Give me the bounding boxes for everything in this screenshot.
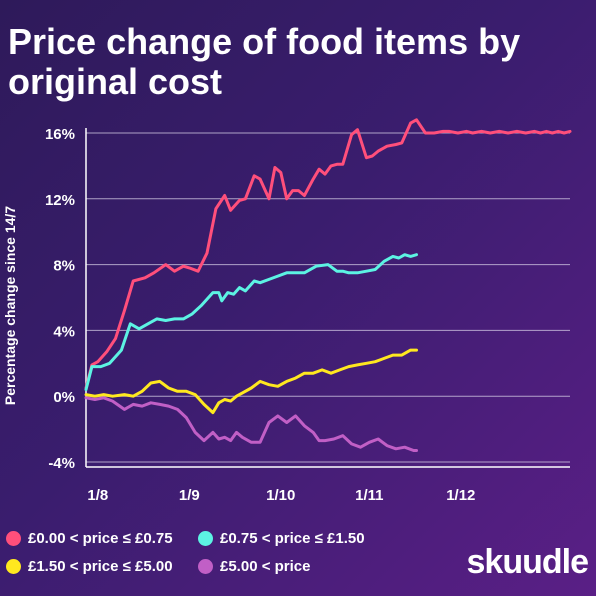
y-axis-label: Percentage change since 14/7 xyxy=(2,206,18,405)
legend-item-3: £5.00 < price xyxy=(198,558,310,575)
x-tick-label: 1/11 xyxy=(355,487,383,504)
legend-label-1: £0.75 < price ≤ £1.50 xyxy=(220,530,365,547)
x-tick-label: 1/12 xyxy=(446,487,475,504)
y-tick-label: 0% xyxy=(53,389,75,406)
x-tick-label: 1/8 xyxy=(87,487,108,504)
legend-swatch-1 xyxy=(198,531,213,546)
x-tick-label: 1/9 xyxy=(179,487,200,504)
legend-item-2: £1.50 < price ≤ £5.00 xyxy=(6,558,173,575)
y-tick-label: 8% xyxy=(53,258,75,275)
legend-item-0: £0.00 < price ≤ £0.75 xyxy=(6,530,173,547)
legend-swatch-2 xyxy=(6,559,21,574)
legend-swatch-0 xyxy=(6,531,21,546)
y-tick-label: 4% xyxy=(53,323,75,340)
series-line-1 xyxy=(84,253,418,392)
skuudle-logo: skuudle xyxy=(466,543,589,581)
series-line-3 xyxy=(84,396,418,452)
legend-label-2: £1.50 < price ≤ £5.00 xyxy=(28,558,173,575)
y-tick-label: -4% xyxy=(48,455,75,472)
legend-item-1: £0.75 < price ≤ £1.50 xyxy=(198,530,365,547)
legend-swatch-3 xyxy=(198,559,213,574)
legend-label-0: £0.00 < price ≤ £0.75 xyxy=(28,530,173,547)
legend-label-3: £5.00 < price xyxy=(220,558,311,575)
x-tick-label: 1/10 xyxy=(266,487,295,504)
series-line-0 xyxy=(84,118,572,390)
chart-title: Price change of food items by original c… xyxy=(8,21,521,102)
y-tick-label: 12% xyxy=(45,192,75,209)
series-line-2 xyxy=(84,348,418,415)
y-tick-label: 16% xyxy=(45,126,75,143)
